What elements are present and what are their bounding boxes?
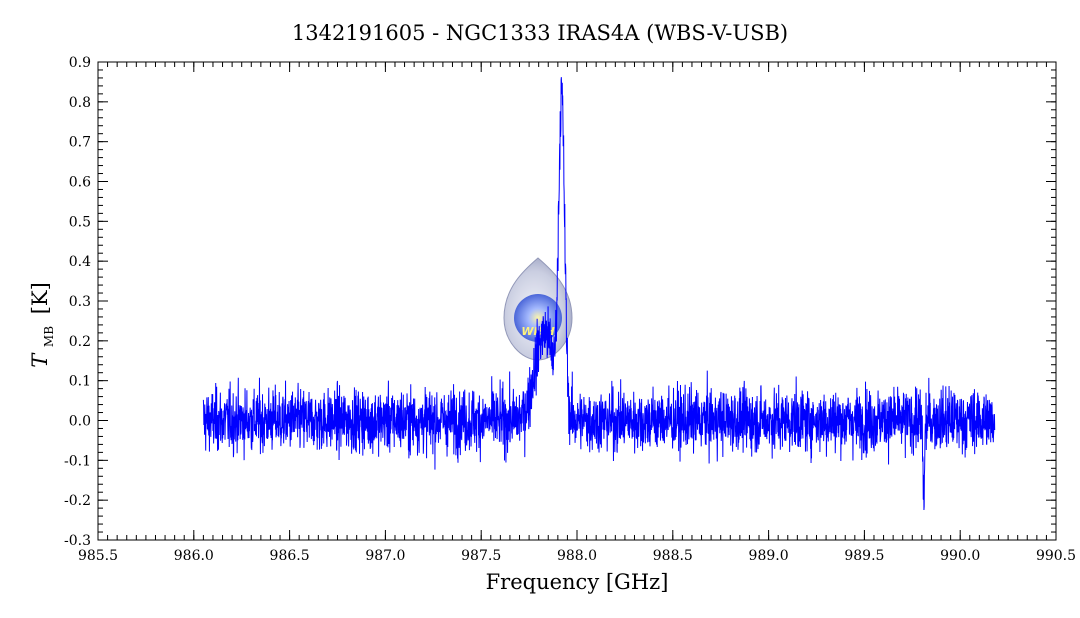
spectrum-series-line xyxy=(202,77,996,511)
y-tick-label: 0.7 xyxy=(69,135,91,151)
x-tick-label: 990.5 xyxy=(1036,548,1076,564)
y-tick-label: 0.9 xyxy=(69,55,91,71)
y-tick-label: -0.3 xyxy=(64,533,91,549)
x-tick-label: 989.5 xyxy=(844,548,884,564)
x-tick-label: 987.5 xyxy=(461,548,501,564)
x-tick-label: 988.0 xyxy=(557,548,597,564)
x-tick-label: 986.0 xyxy=(174,548,214,564)
y-axis-label-sub: MB xyxy=(42,326,56,347)
y-tick-label: 0.3 xyxy=(69,294,91,310)
x-axis-label: Frequency [GHz] xyxy=(486,570,669,594)
x-tick-label: 987.0 xyxy=(365,548,405,564)
y-tick-label: 0.2 xyxy=(69,334,91,350)
y-axis-label: T MB [K] xyxy=(28,282,58,368)
y-tick-label: 0.5 xyxy=(69,214,91,230)
y-tick-label: 0.8 xyxy=(69,95,91,111)
y-tick-label: 0.4 xyxy=(69,254,91,270)
x-tick-labels: 985.5 986.0 986.5 987.0 987.5 988.0 988.5 989.0… xyxy=(78,548,1076,564)
chart-title: 1342191605 - NGC1333 IRAS4A (WBS-V-USB) xyxy=(292,21,788,45)
svg-text:T MB [K]: T MB [K] xyxy=(28,282,58,368)
y-tick-label: 0.1 xyxy=(69,374,91,390)
x-tick-label: 989.0 xyxy=(749,548,789,564)
y-axis-label-main: T xyxy=(28,352,52,368)
x-tick-label: 985.5 xyxy=(78,548,118,564)
axis-ticks xyxy=(97,61,1057,541)
y-axis-label-unit: [K] xyxy=(28,282,52,314)
y-tick-labels: -0.3 -0.2 -0.1 0.0 0.1 0.2 0.3 0.4 0.5 0.6 0.7 0.8 0… xyxy=(64,55,91,549)
y-tick-label: 0.0 xyxy=(69,414,91,430)
x-tick-label: 988.5 xyxy=(653,548,693,564)
y-tick-label: -0.2 xyxy=(64,493,91,509)
plot-area-border xyxy=(97,61,1057,541)
x-tick-label: 986.5 xyxy=(270,548,310,564)
plot-frame xyxy=(97,61,1057,541)
y-tick-label: -0.1 xyxy=(64,453,91,469)
y-tick-label: 0.6 xyxy=(69,175,91,191)
x-tick-label: 990.0 xyxy=(940,548,980,564)
